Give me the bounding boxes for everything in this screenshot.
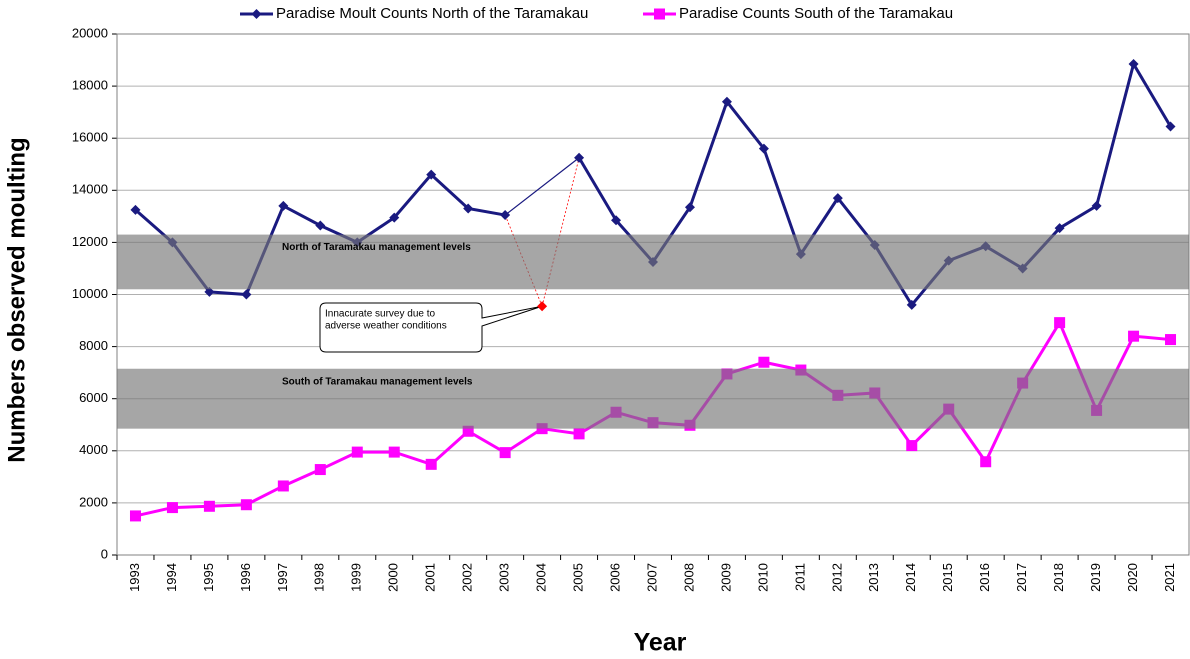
marker: [721, 96, 732, 107]
marker: [500, 210, 511, 221]
x-tick-label: 2016: [977, 563, 992, 592]
x-tick-label: 2017: [1014, 563, 1029, 592]
marker: [166, 502, 178, 514]
x-tick-label: 2013: [866, 563, 881, 592]
marker: [129, 510, 141, 522]
plot-frame: [116, 33, 1190, 556]
marker: [1054, 223, 1065, 234]
marker: [1128, 58, 1139, 69]
marker: [204, 286, 215, 297]
callout-text: Innacurate survey due to: [325, 309, 436, 320]
x-tick-label: 2008: [681, 563, 696, 592]
y-tick-label: 20000: [72, 25, 108, 40]
x-tick-label: 1995: [201, 563, 216, 592]
x-tick-label: 2010: [755, 563, 770, 592]
marker: [315, 220, 326, 231]
x-tick-label: 2002: [460, 563, 475, 592]
x-tick-label: 2014: [903, 563, 918, 592]
band-label: North of Taramakau management levels: [282, 242, 471, 253]
marker: [684, 202, 695, 213]
y-tick-label: 14000: [72, 182, 108, 197]
y-tick-label: 6000: [79, 390, 108, 405]
marker: [203, 500, 215, 512]
y-tick-label: 4000: [79, 442, 108, 457]
x-axis-label: Year: [634, 629, 687, 657]
x-tick-label: 2021: [1162, 563, 1177, 592]
gap-bridge: [504, 157, 580, 216]
callout: [319, 302, 543, 353]
annotation-point: [537, 301, 548, 312]
marker: [389, 212, 400, 223]
x-tick-label: 2012: [829, 563, 844, 592]
marker: [499, 447, 511, 459]
x-tick-label: 2005: [571, 563, 586, 592]
marker: [573, 428, 585, 440]
marker: [130, 204, 141, 215]
marker: [1165, 121, 1176, 132]
marker: [906, 299, 917, 310]
y-tick-label: 16000: [72, 130, 108, 145]
marker: [654, 8, 665, 20]
legend-label: Paradise Moult Counts North of the Taram…: [276, 5, 588, 22]
marker: [758, 143, 769, 154]
management-band: [117, 234, 1189, 290]
band-label: South of Taramakau management levels: [282, 376, 473, 387]
x-tick-label: 2000: [386, 563, 401, 592]
marker: [251, 9, 262, 19]
x-tick-label: 2020: [1125, 563, 1140, 592]
x-tick-label: 1998: [312, 563, 327, 592]
marker: [278, 200, 289, 211]
marker: [1091, 200, 1102, 211]
management-band: [117, 368, 1189, 429]
x-tick-label: 2007: [644, 563, 659, 592]
marker: [1054, 317, 1066, 329]
x-tick-label: 1997: [275, 563, 290, 592]
marker: [906, 440, 918, 452]
marker: [277, 480, 289, 492]
y-axis-label: Numbers observed moulting: [3, 137, 30, 462]
marker: [980, 456, 992, 468]
y-tick-label: 2000: [79, 494, 108, 509]
marker: [832, 193, 843, 204]
marker: [758, 356, 770, 368]
x-tick-label: 2018: [1051, 563, 1066, 592]
x-tick-label: 2009: [718, 563, 733, 592]
marker: [388, 446, 400, 458]
x-tick-label: 1999: [349, 563, 364, 592]
marker: [241, 289, 252, 300]
marker: [611, 215, 622, 226]
marker: [462, 425, 474, 437]
y-tick-label: 12000: [72, 234, 108, 249]
x-tick-label: 2011: [792, 563, 807, 591]
y-tick-label: 18000: [72, 78, 108, 93]
x-tick-label: 2015: [940, 563, 955, 592]
marker: [314, 464, 326, 476]
marker: [1128, 330, 1140, 342]
marker: [425, 458, 437, 470]
y-tick-label: 0: [101, 546, 108, 561]
marker: [574, 152, 585, 163]
y-tick-label: 10000: [72, 286, 108, 301]
marker: [463, 203, 474, 214]
callout-text: adverse weather conditions: [325, 321, 447, 332]
x-tick-label: 1996: [238, 563, 253, 592]
legend-label: Paradise Counts South of the Taramakau: [679, 5, 953, 22]
x-tick-label: 2019: [1088, 563, 1103, 592]
x-tick-label: 2004: [534, 563, 549, 592]
x-tick-label: 1994: [164, 563, 179, 592]
y-tick-label: 8000: [79, 338, 108, 353]
marker: [351, 446, 363, 458]
x-tick-label: 2001: [423, 563, 438, 592]
x-tick-label: 2003: [497, 563, 512, 592]
x-tick-label: 2006: [607, 563, 622, 592]
marker: [240, 499, 252, 511]
marker: [426, 169, 437, 180]
x-tick-label: 1993: [127, 563, 142, 592]
marker: [1165, 334, 1177, 346]
